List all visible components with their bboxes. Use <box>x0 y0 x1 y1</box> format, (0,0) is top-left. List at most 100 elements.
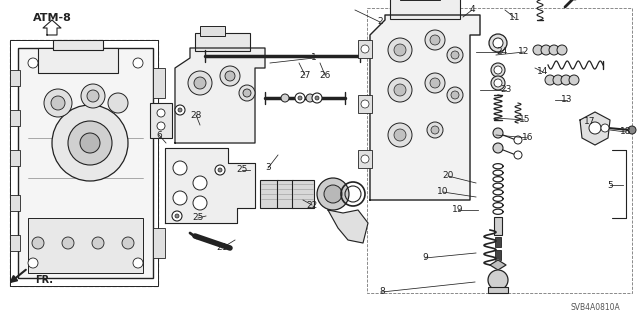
Polygon shape <box>490 260 506 270</box>
Circle shape <box>225 71 235 81</box>
Bar <box>28 218 143 273</box>
Circle shape <box>281 94 289 102</box>
Circle shape <box>425 73 445 93</box>
Circle shape <box>589 122 601 134</box>
Circle shape <box>178 108 182 112</box>
Circle shape <box>87 90 99 102</box>
Bar <box>495 250 501 260</box>
Text: 12: 12 <box>518 48 530 56</box>
Circle shape <box>514 136 522 144</box>
Bar <box>390 0 460 19</box>
Text: 25: 25 <box>192 213 204 222</box>
Text: 3: 3 <box>265 164 271 173</box>
Text: 25: 25 <box>236 166 248 174</box>
Circle shape <box>28 58 38 68</box>
Bar <box>153 68 165 98</box>
Bar <box>10 40 158 286</box>
Text: ATM-8: ATM-8 <box>33 13 72 23</box>
Circle shape <box>394 129 406 141</box>
Circle shape <box>553 75 563 85</box>
Bar <box>10 110 20 126</box>
Circle shape <box>157 122 165 130</box>
Circle shape <box>220 66 240 86</box>
Circle shape <box>388 78 412 102</box>
Circle shape <box>133 258 143 268</box>
Circle shape <box>601 124 609 132</box>
Circle shape <box>173 191 187 205</box>
Bar <box>491 275 505 289</box>
Circle shape <box>306 94 314 102</box>
Circle shape <box>92 237 104 249</box>
Text: 19: 19 <box>452 205 464 214</box>
Text: 11: 11 <box>509 13 521 23</box>
Bar <box>494 217 502 235</box>
Text: 27: 27 <box>300 70 310 79</box>
Circle shape <box>451 91 459 99</box>
Text: 9: 9 <box>422 254 428 263</box>
Circle shape <box>431 126 439 134</box>
Bar <box>195 33 250 51</box>
Circle shape <box>193 196 207 210</box>
Bar <box>53 40 103 50</box>
Circle shape <box>451 51 459 59</box>
Text: 10: 10 <box>437 188 449 197</box>
Bar <box>10 70 20 86</box>
Circle shape <box>122 237 134 249</box>
Circle shape <box>215 165 225 175</box>
Circle shape <box>133 58 143 68</box>
Bar <box>260 180 278 208</box>
Circle shape <box>514 151 522 159</box>
Polygon shape <box>43 20 61 35</box>
Circle shape <box>557 45 567 55</box>
Circle shape <box>394 84 406 96</box>
Text: 26: 26 <box>319 70 331 79</box>
Bar <box>292 180 314 208</box>
Bar <box>10 235 20 251</box>
Bar <box>10 195 20 211</box>
Circle shape <box>218 168 222 172</box>
Circle shape <box>32 237 44 249</box>
Circle shape <box>193 176 207 190</box>
Circle shape <box>81 84 105 108</box>
Circle shape <box>317 178 349 210</box>
Text: 17: 17 <box>584 117 596 127</box>
Circle shape <box>175 105 185 115</box>
Text: 16: 16 <box>522 133 534 143</box>
Circle shape <box>68 121 112 165</box>
Circle shape <box>430 78 440 88</box>
Circle shape <box>51 96 65 110</box>
Text: 20: 20 <box>442 172 454 181</box>
Circle shape <box>427 122 443 138</box>
Circle shape <box>172 211 182 221</box>
Polygon shape <box>580 112 610 145</box>
Bar <box>153 228 165 258</box>
Circle shape <box>491 63 505 77</box>
Circle shape <box>361 45 369 53</box>
Text: 22: 22 <box>307 201 317 210</box>
Circle shape <box>561 75 571 85</box>
Bar <box>488 287 508 293</box>
Circle shape <box>239 85 255 101</box>
Bar <box>358 95 372 113</box>
Bar <box>277 180 293 208</box>
Text: 5: 5 <box>607 181 613 189</box>
Text: 15: 15 <box>519 115 531 124</box>
Text: SVB4A0810A: SVB4A0810A <box>570 303 620 313</box>
Text: 21: 21 <box>216 243 228 253</box>
Text: 18: 18 <box>620 128 632 137</box>
Circle shape <box>188 71 212 95</box>
Circle shape <box>494 79 502 87</box>
Text: 28: 28 <box>190 110 202 120</box>
Circle shape <box>80 133 100 153</box>
Text: 4: 4 <box>469 5 475 14</box>
Circle shape <box>493 38 503 48</box>
Circle shape <box>44 89 72 117</box>
Circle shape <box>628 126 636 134</box>
Circle shape <box>488 270 508 290</box>
Circle shape <box>312 93 322 103</box>
Text: FR.: FR. <box>35 275 53 285</box>
Text: 23: 23 <box>500 85 512 94</box>
Bar <box>495 237 501 247</box>
Circle shape <box>173 161 187 175</box>
Circle shape <box>295 93 305 103</box>
